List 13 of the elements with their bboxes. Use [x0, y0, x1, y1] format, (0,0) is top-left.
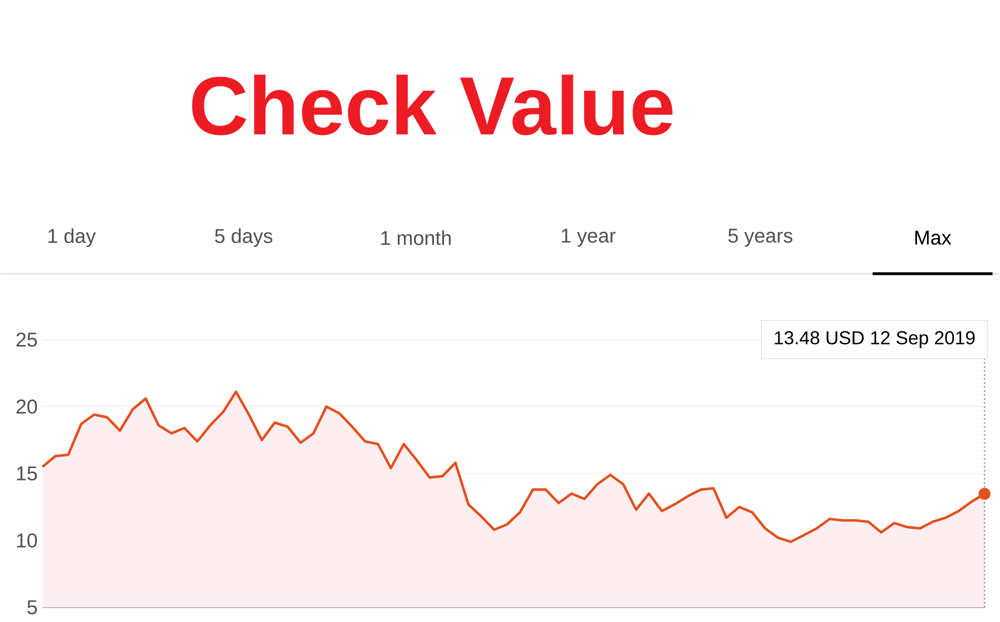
text: 5 days [215, 228, 272, 247]
y-tick-label: 20 [16, 399, 37, 414]
y-tick-label: 25 [16, 332, 37, 347]
text: 1 day [48, 228, 96, 247]
annotation: 13.48 USD 12 Sep 2019 [774, 331, 975, 348]
text: 5 years [728, 228, 792, 247]
chart-title: Check Value [192, 74, 673, 136]
y-tick-label: 5 [27, 600, 37, 614]
y-tick-label: 15 [17, 466, 37, 480]
text: 1 year [562, 228, 616, 247]
text: 1 month [381, 230, 451, 245]
y-tick-label: 10 [17, 533, 37, 548]
text: Max [915, 230, 952, 245]
